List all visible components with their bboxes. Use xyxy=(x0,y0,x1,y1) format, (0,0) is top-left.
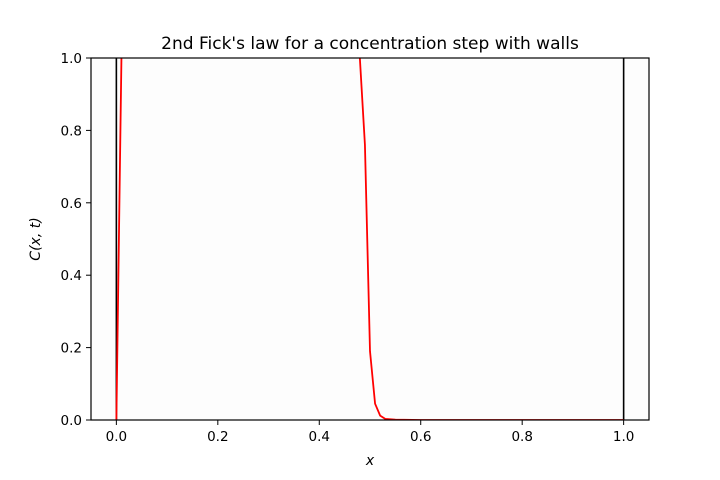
x-tick-label: 1.0 xyxy=(613,429,634,445)
concentration-line xyxy=(115,58,624,420)
x-tick-label: 0.2 xyxy=(207,429,228,445)
chart-title: 2nd Fick's law for a concentration step … xyxy=(161,34,579,54)
y-axis-label: C(x, t) xyxy=(28,217,44,260)
x-axis-label: x xyxy=(365,453,375,469)
x-tick-label: 0.8 xyxy=(511,429,532,445)
y-tick-label: 0.6 xyxy=(61,196,82,212)
x-tick-label: 0.6 xyxy=(410,429,431,445)
y-tick-label: 0.2 xyxy=(61,341,82,357)
x-tick-label: 0.0 xyxy=(106,429,127,445)
y-tick-label: 0.4 xyxy=(61,268,82,284)
y-tick-label: 0.0 xyxy=(61,413,82,429)
y-tick-label: 0.8 xyxy=(61,123,82,139)
plot-frame xyxy=(90,57,650,421)
x-tick-label: 0.4 xyxy=(309,429,330,445)
y-tick-label: 1.0 xyxy=(61,51,82,67)
plot-area xyxy=(91,58,649,420)
